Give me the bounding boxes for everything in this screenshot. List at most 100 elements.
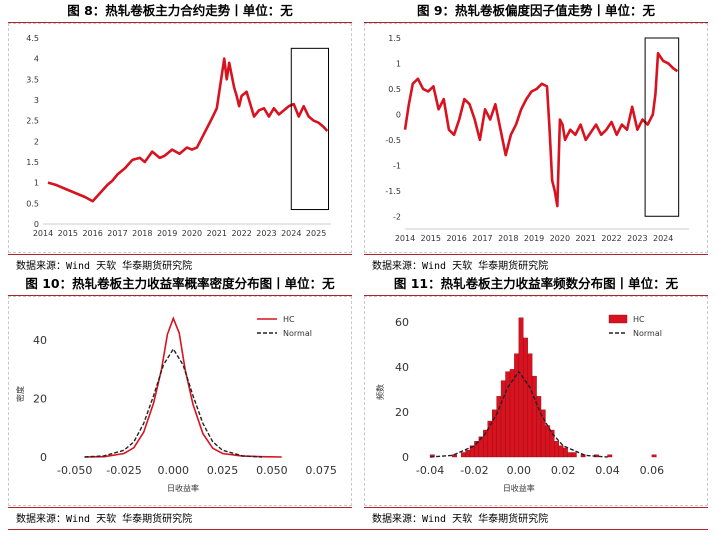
figure-10-plot: 0 20 40 -0.050 -0.025 0.000 0.025 0.050 0.075 日收益… — [8, 296, 352, 506]
y-tick-label: 1.5 — [26, 158, 39, 167]
histogram-bar — [651, 454, 657, 458]
histogram-bar — [554, 441, 559, 458]
legend-label: HC — [283, 315, 295, 324]
histogram-bar — [509, 369, 515, 458]
x-tick-label: 0.02 — [551, 464, 576, 477]
y-axis-label: 密度 — [15, 386, 25, 402]
figure-11-panel: 图 11：热轧卷板主力收益率频数分布图丨单位：无 0 20 40 60 -0.04 -0.… — [364, 273, 708, 529]
figure-9-panel: 图 9：热轧卷板偏度因子值走势丨单位：无 -2 -1.5 -1 -0.5 0 0.5 1 1.… — [364, 0, 708, 273]
x-tick-label: 2021 — [207, 229, 227, 238]
y-tick-label: 0 — [34, 220, 39, 229]
x-tick-label: -0.025 — [106, 464, 141, 477]
series-line-0 — [47, 57, 329, 203]
y-tick-label: 60 — [395, 316, 409, 329]
x-tick-label: -0.04 — [416, 464, 444, 477]
histogram-bar — [514, 353, 520, 458]
y-tick-label: 4 — [34, 55, 39, 64]
x-tick-label: 2015 — [421, 234, 441, 243]
figure-8-plot: 0 0.5 1 1.5 2 2.5 3 3.5 4 4.5 2014 2015 2016 2017 2018… — [8, 23, 352, 253]
histogram-bar — [531, 375, 537, 458]
y-tick-label: 2.5 — [26, 117, 39, 126]
x-tick-label: 2020 — [550, 234, 570, 243]
histogram-bar — [465, 450, 471, 458]
y-tick-label: 1 — [396, 59, 401, 68]
x-tick-label: 0.050 — [256, 464, 288, 477]
y-tick-label: 1.5 — [388, 34, 401, 43]
figure-10-source: 数据来源：Wind 天软 华泰期货研究院 — [16, 514, 193, 525]
x-tick-label: 2021 — [576, 234, 596, 243]
x-tick-label: 0.075 — [305, 464, 337, 477]
x-tick-label: 0.000 — [158, 464, 190, 477]
x-tick-label: 2023 — [256, 229, 276, 238]
figure-9-source: 数据来源：Wind 天软 华泰期货研究院 — [372, 261, 549, 272]
histogram-bar — [500, 380, 506, 458]
y-tick-label: 0.5 — [26, 199, 39, 208]
x-tick-label: 2017 — [472, 234, 492, 243]
highlight-box — [644, 37, 680, 217]
density-curve-1 — [84, 347, 263, 458]
histogram-bar — [607, 454, 613, 458]
x-tick-label: 2014 — [33, 229, 53, 238]
x-tick-label: 2018 — [498, 234, 518, 243]
x-axis-label: 日收益率 — [167, 483, 199, 493]
x-tick-label: 2025 — [306, 229, 326, 238]
x-tick-label: 2024 — [653, 234, 673, 243]
y-tick-label: 2 — [34, 137, 39, 146]
histogram-bar — [496, 396, 502, 458]
figure-10-panel: 图 10：热轧卷板主力收益率概率密度分布图丨单位：无 0 20 40 -0.050 -0… — [8, 273, 352, 529]
y-tick-label: 40 — [33, 334, 47, 347]
x-tick-label: -0.050 — [57, 464, 92, 477]
figure-11-source: 数据来源：Wind 天软 华泰期货研究院 — [372, 514, 549, 525]
x-tick-label: 0.025 — [207, 464, 239, 477]
figure-10-chart: 0 20 40 -0.050 -0.025 0.000 0.025 0.050 0.075 日收益… — [15, 315, 337, 493]
histogram-bar — [545, 425, 551, 458]
y-tick-label: 3.5 — [26, 75, 39, 84]
y-tick-label: 20 — [33, 393, 47, 406]
y-tick-label: 0 — [396, 110, 401, 119]
x-tick-label: 0.06 — [640, 464, 665, 477]
histogram-bar — [527, 353, 533, 458]
x-tick-label: 0.00 — [507, 464, 532, 477]
x-tick-label: 0.04 — [595, 464, 620, 477]
x-tick-label: 2022 — [601, 234, 621, 243]
density-curve-0 — [84, 316, 282, 458]
x-tick-label: 2014 — [395, 234, 415, 243]
x-tick-label: 2016 — [446, 234, 466, 243]
x-tick-label: 2020 — [182, 229, 202, 238]
histogram-bar — [558, 445, 564, 458]
normal-curve — [430, 370, 608, 458]
y-axis-label: 频数 — [375, 384, 385, 400]
histogram-bar — [518, 317, 524, 458]
figure-11-plot: 0 20 40 60 -0.04 -0.02 0.00 0.02 0.04 0.06 日收益率 频数 H… — [364, 296, 708, 506]
figure-8-source: 数据来源：Wind 天软 华泰期货研究院 — [16, 261, 193, 272]
histogram-bar — [571, 452, 577, 458]
figure-9-plot: -2 -1.5 -1 -0.5 0 0.5 1 1.5 2014 2015 2016 2017 2018… — [364, 23, 708, 253]
y-tick-label: 40 — [395, 361, 409, 374]
x-tick-label: -0.02 — [460, 464, 488, 477]
x-tick-label: 2015 — [58, 229, 78, 238]
figure-8-chart: 0 0.5 1 1.5 2 2.5 3 3.5 4 4.5 2014 2015 2016 2017 2018… — [26, 34, 331, 238]
x-tick-label: 2024 — [281, 229, 301, 238]
y-tick-label: 0 — [40, 451, 47, 464]
figure-9-chart: -2 -1.5 -1 -0.5 0 0.5 1 1.5 2014 2015 2016 2017 2018… — [385, 34, 689, 243]
y-tick-label: -1.5 — [385, 187, 401, 196]
histogram-bar — [562, 447, 568, 458]
x-tick-label: 2017 — [107, 229, 127, 238]
figure-11-title: 图 11：热轧卷板主力收益率频数分布图丨单位：无 — [364, 273, 708, 296]
y-tick-label: -2 — [393, 212, 401, 221]
x-tick-label: 2023 — [627, 234, 647, 243]
y-tick-label: 3 — [34, 96, 39, 105]
x-tick-label: 2019 — [524, 234, 544, 243]
x-tick-label: 2022 — [231, 229, 251, 238]
figure-8-panel: 图 8：热轧卷板主力合约走势丨单位：无 0 0.5 1 1.5 2 2.5 3 3.5 4 4.5… — [8, 0, 352, 273]
legend-label: Normal — [633, 329, 662, 338]
histogram-bar — [460, 452, 466, 458]
series-line-0 — [403, 51, 679, 208]
y-tick-label: -1 — [393, 161, 401, 170]
figure-10-title: 图 10：热轧卷板主力收益率概率密度分布图丨单位：无 — [8, 273, 352, 296]
histogram-bar — [540, 409, 546, 458]
histogram-bar — [536, 396, 542, 458]
histogram-bar — [523, 337, 528, 458]
y-tick-label: 20 — [395, 406, 409, 419]
y-tick-label: -0.5 — [385, 136, 401, 145]
